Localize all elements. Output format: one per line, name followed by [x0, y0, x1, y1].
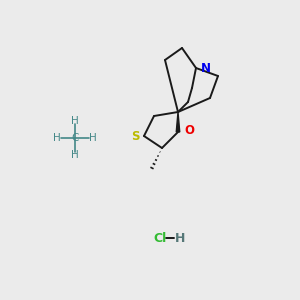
- Text: H: H: [89, 133, 97, 143]
- Text: O: O: [184, 124, 194, 137]
- Text: S: S: [131, 130, 139, 142]
- Text: H: H: [71, 150, 79, 160]
- Text: H: H: [175, 232, 185, 244]
- Text: H: H: [71, 116, 79, 126]
- Text: Cl: Cl: [153, 232, 167, 244]
- Text: H: H: [53, 133, 61, 143]
- Text: C: C: [71, 133, 79, 143]
- Polygon shape: [176, 112, 180, 132]
- Text: N: N: [201, 61, 211, 74]
